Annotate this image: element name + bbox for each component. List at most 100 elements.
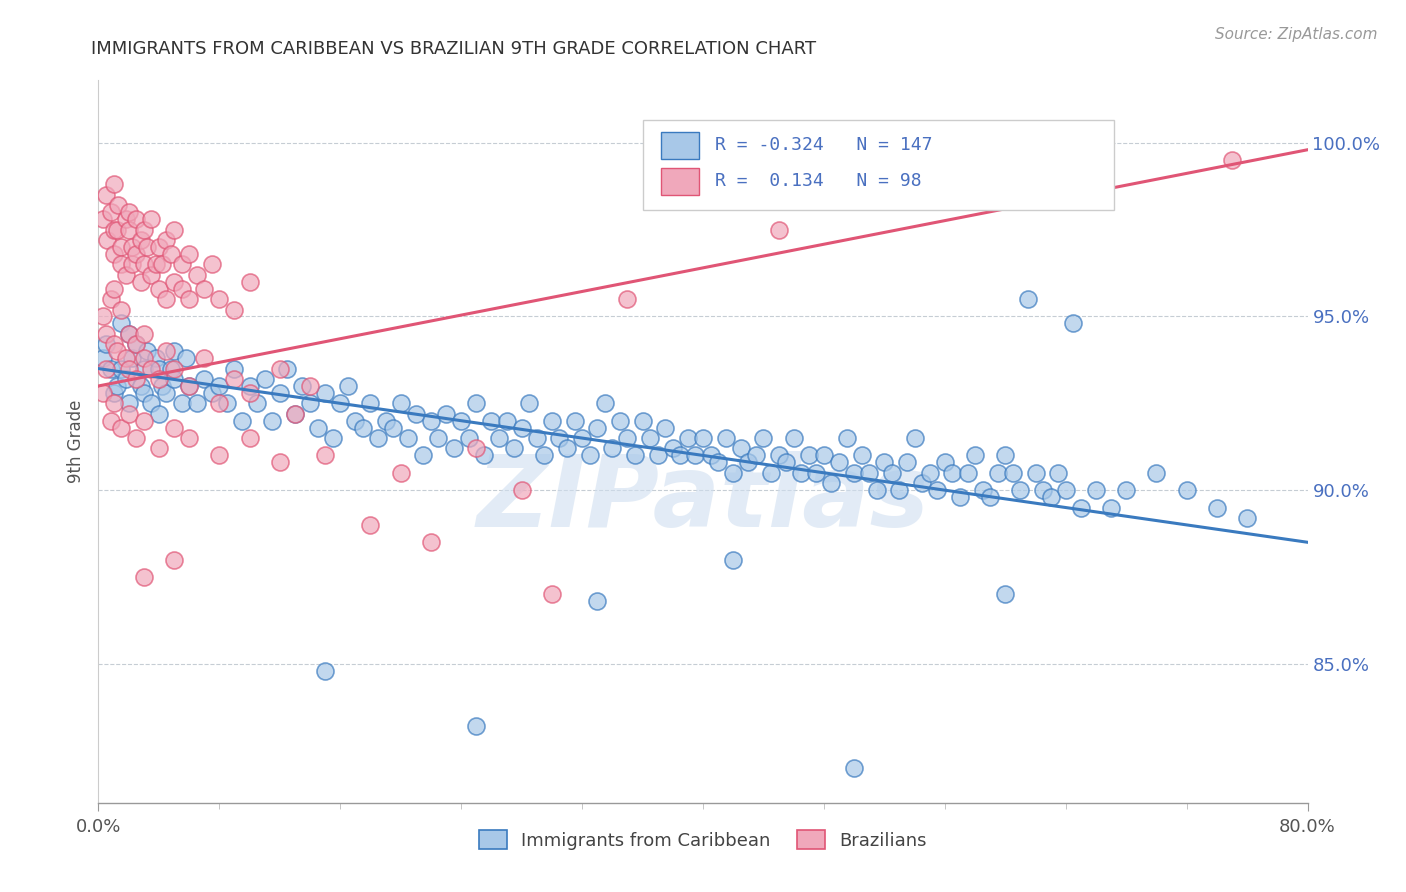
Point: [299, 379, 322, 393]
Legend: Immigrants from Caribbean, Brazilians: Immigrants from Caribbean, Brazilians: [471, 822, 935, 859]
Point: [616, 292, 638, 306]
FancyBboxPatch shape: [661, 132, 699, 159]
Point: [132, 414, 155, 428]
Point: [510, 420, 533, 434]
Point: [965, 449, 987, 463]
Point: [160, 361, 183, 376]
Point: [904, 431, 927, 445]
Point: [163, 275, 186, 289]
Point: [1062, 317, 1084, 331]
Point: [269, 361, 291, 376]
Point: [135, 240, 157, 254]
Point: [201, 257, 224, 271]
Point: [450, 414, 472, 428]
Y-axis label: 9th Grade: 9th Grade: [66, 400, 84, 483]
FancyBboxPatch shape: [661, 168, 699, 195]
Point: [352, 420, 374, 434]
Point: [775, 455, 797, 469]
Point: [685, 449, 707, 463]
Point: [269, 455, 291, 469]
Point: [465, 396, 488, 410]
Point: [155, 233, 177, 247]
Point: [927, 483, 949, 498]
Point: [215, 396, 238, 410]
Point: [224, 372, 246, 386]
Point: [768, 222, 790, 236]
Point: [163, 222, 186, 236]
Point: [118, 326, 141, 341]
Point: [783, 431, 806, 445]
Point: [1236, 511, 1258, 525]
Point: [224, 361, 246, 376]
Point: [737, 455, 759, 469]
Point: [150, 257, 173, 271]
Point: [208, 449, 231, 463]
Point: [934, 455, 956, 469]
Point: [564, 414, 586, 428]
Point: [114, 372, 136, 386]
Point: [723, 552, 745, 566]
Point: [503, 442, 526, 456]
Point: [155, 385, 177, 400]
Point: [1267, 813, 1289, 827]
Point: [768, 449, 790, 463]
Point: [360, 517, 382, 532]
Point: [105, 379, 128, 393]
Point: [631, 414, 654, 428]
Point: [91, 351, 114, 366]
Point: [979, 490, 1001, 504]
Point: [994, 449, 1017, 463]
Point: [1175, 483, 1198, 498]
Point: [723, 466, 745, 480]
Point: [866, 483, 889, 498]
Point: [179, 247, 201, 261]
Point: [540, 587, 562, 601]
Point: [555, 442, 578, 456]
Point: [307, 420, 329, 434]
Point: [797, 449, 820, 463]
Point: [125, 337, 148, 351]
Point: [911, 476, 934, 491]
Point: [540, 414, 562, 428]
Point: [125, 212, 148, 227]
Point: [472, 449, 495, 463]
Point: [669, 449, 692, 463]
Point: [170, 257, 193, 271]
Point: [586, 420, 609, 434]
Point: [193, 351, 215, 366]
Point: [145, 257, 167, 271]
Point: [314, 385, 336, 400]
Point: [110, 240, 132, 254]
Point: [94, 361, 117, 376]
Point: [114, 351, 136, 366]
Point: [148, 442, 170, 456]
Point: [533, 449, 555, 463]
Point: [949, 490, 972, 504]
Point: [987, 466, 1010, 480]
Point: [443, 442, 465, 456]
Point: [730, 442, 752, 456]
Point: [91, 212, 114, 227]
Point: [208, 379, 231, 393]
Point: [141, 396, 163, 410]
Point: [132, 385, 155, 400]
Point: [125, 431, 148, 445]
Point: [163, 361, 186, 376]
Point: [105, 222, 128, 236]
Point: [389, 466, 412, 480]
Point: [94, 188, 117, 202]
Point: [100, 205, 122, 219]
Point: [609, 414, 631, 428]
Point: [457, 431, 479, 445]
Point: [276, 361, 298, 376]
Text: R = -0.324   N = 147: R = -0.324 N = 147: [716, 136, 932, 154]
Point: [336, 379, 359, 393]
Text: R =  0.134   N = 98: R = 0.134 N = 98: [716, 172, 922, 190]
Point: [239, 431, 262, 445]
Point: [284, 407, 307, 421]
Point: [163, 344, 186, 359]
Point: [851, 449, 873, 463]
Point: [1054, 483, 1077, 498]
Point: [844, 466, 866, 480]
Point: [661, 442, 683, 456]
